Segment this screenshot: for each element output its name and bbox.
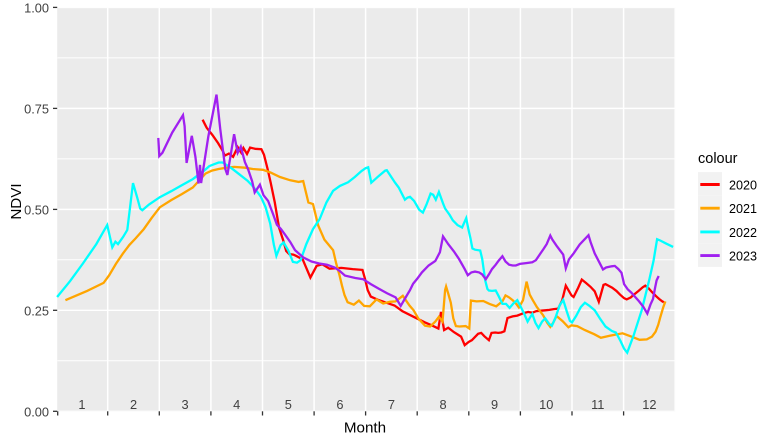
svg-text:1.00: 1.00 [24,1,49,16]
svg-text:11: 11 [591,397,604,412]
svg-text:0.25: 0.25 [24,303,49,318]
svg-text:1: 1 [78,397,85,412]
svg-text:9: 9 [491,397,498,412]
svg-text:10: 10 [539,397,553,412]
svg-text:2022: 2022 [729,226,757,240]
svg-text:Month: Month [344,419,386,436]
svg-text:2023: 2023 [729,250,757,264]
svg-text:6: 6 [336,397,343,412]
svg-text:5: 5 [285,397,292,412]
svg-text:2020: 2020 [729,179,757,193]
svg-text:12: 12 [642,397,656,412]
svg-text:8: 8 [439,397,446,412]
svg-text:0.50: 0.50 [24,203,49,218]
svg-text:4: 4 [233,397,240,412]
svg-text:0.00: 0.00 [24,404,49,419]
svg-text:2021: 2021 [729,202,757,216]
svg-text:3: 3 [182,397,189,412]
svg-text:NDVI: NDVI [8,183,25,219]
svg-text:2: 2 [130,397,137,412]
svg-text:7: 7 [388,397,395,412]
svg-text:colour: colour [698,151,738,167]
svg-text:0.75: 0.75 [24,102,49,117]
